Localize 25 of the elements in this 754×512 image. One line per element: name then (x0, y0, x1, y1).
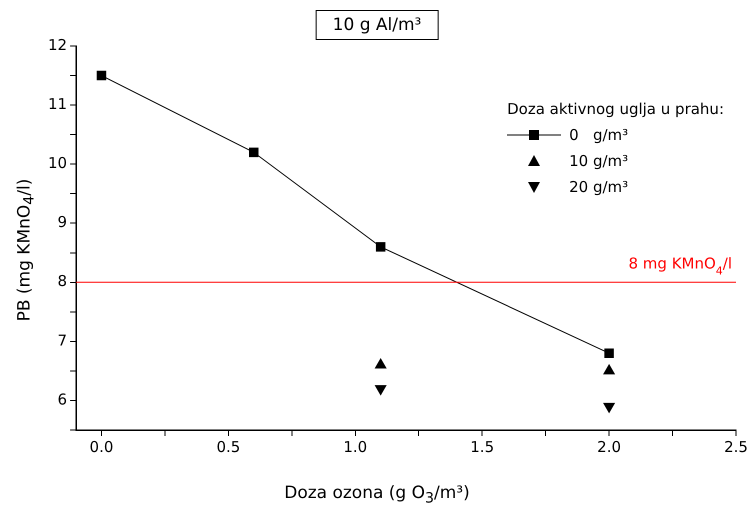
legend-label: 10 g/m³ (569, 152, 628, 170)
legend-label: 20 g/m³ (569, 178, 628, 196)
point (96, 70, 106, 80)
x-axis-title: Doza ozona (g O$_{3}$/m³) (283, 482, 471, 506)
point (374, 358, 386, 369)
x-tick-label: 0.0 (90, 438, 114, 456)
y-tick-label: 10 (48, 154, 68, 172)
x-tick-label: 2.0 (597, 438, 622, 456)
x-tick-label: 0.5 (216, 438, 240, 456)
y-tick-label: 11 (48, 94, 68, 113)
x-tick-label: 1.0 (343, 438, 368, 456)
y-tick-label: 8 (58, 272, 68, 290)
point (604, 348, 614, 358)
chart-title: 10 g Al/m³ (316, 10, 438, 40)
legend-title: Doza aktivnog uglja u prahu: (507, 100, 724, 118)
y-tick-label: 12 (48, 36, 68, 54)
y-tick-label: 7 (58, 331, 68, 350)
x-tick-label: 2.5 (724, 438, 748, 456)
point (603, 402, 615, 413)
point (376, 242, 386, 252)
x-tick-label: 1.5 (470, 438, 494, 456)
point (249, 148, 258, 158)
y-tick-label: 6 (58, 390, 68, 408)
y-tick-label: 9 (58, 213, 68, 232)
legend-label: 0 g/m³ (569, 126, 628, 144)
